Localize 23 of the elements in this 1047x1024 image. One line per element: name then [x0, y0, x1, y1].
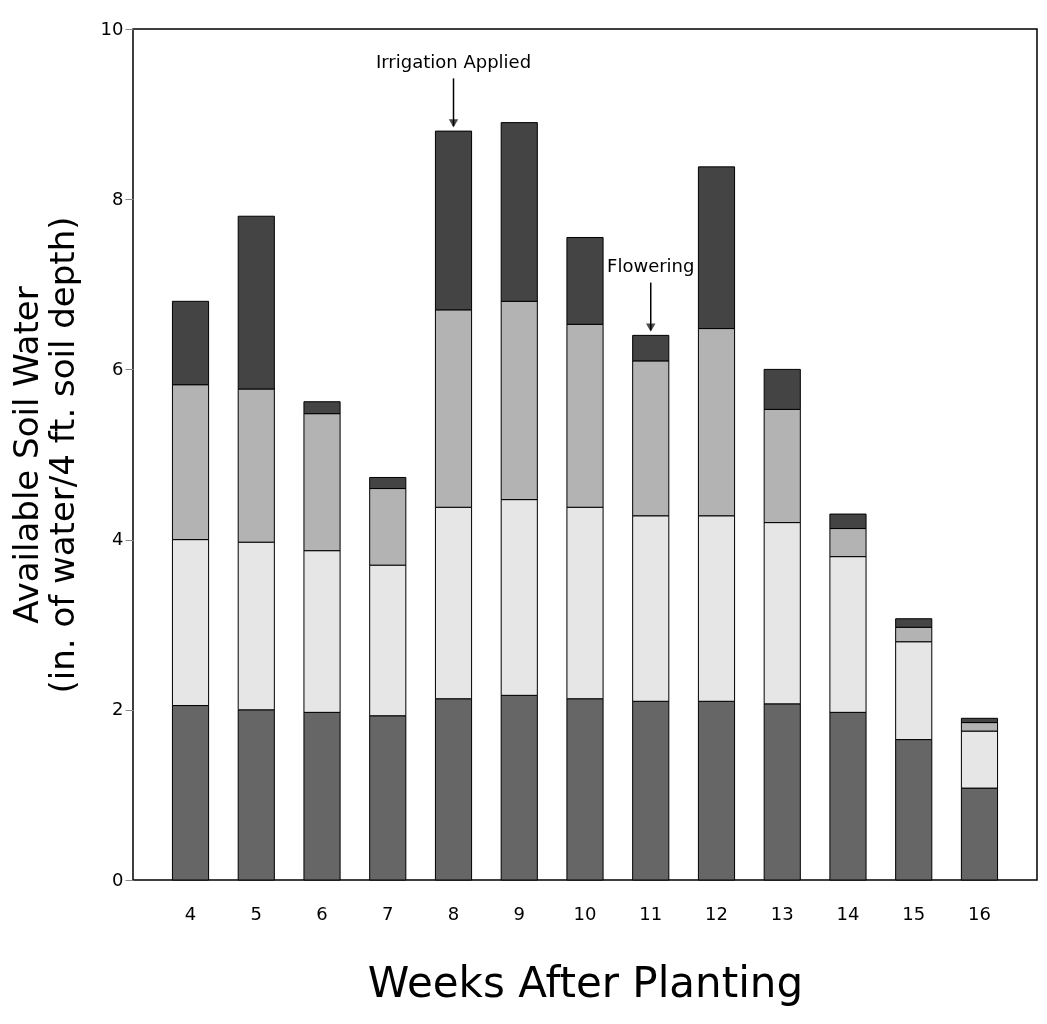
x-tick-label: 4: [184, 902, 197, 924]
y-tick-label: 8: [112, 187, 124, 209]
x-tick-label: 7: [382, 902, 394, 924]
x-tick-label: 15: [902, 902, 926, 924]
y-tick-label: 10: [100, 17, 124, 39]
x-tick-label: 9: [513, 902, 525, 924]
x-tick-label: 11: [639, 902, 663, 924]
x-tick-label: 10: [573, 902, 597, 924]
x-tick-label: 13: [770, 902, 794, 924]
x-tick-label: 8: [447, 902, 460, 924]
x-axis-title: Weeks After Planting: [367, 957, 804, 1007]
annotation: Flowering: [607, 254, 695, 276]
x-tick-label: 6: [316, 902, 328, 924]
y-tick-label: 0: [112, 868, 124, 890]
x-tick-label: 5: [250, 902, 262, 924]
x-tick-label: 14: [836, 902, 860, 924]
annotation: Irrigation Applied: [375, 50, 532, 72]
x-tick-label: 16: [968, 902, 991, 924]
y-tick-label: 2: [112, 698, 124, 720]
x-tick-label: 12: [705, 902, 728, 924]
y-tick-label: 4: [112, 528, 124, 550]
y-tick-label: 6: [112, 357, 124, 379]
y-axis-title: Available Soil Water (in. of water/4 ft. soil depth): [5, 216, 82, 694]
